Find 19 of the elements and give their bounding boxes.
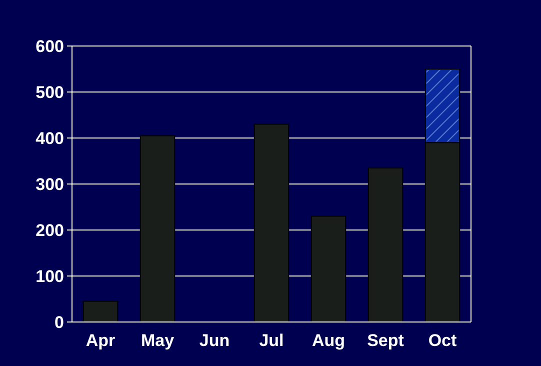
y-tick-label: 300 — [36, 174, 64, 194]
x-tick-label: May — [140, 331, 175, 350]
x-tick-label: Jun — [199, 331, 230, 350]
x-tick-label: Aug — [312, 331, 346, 350]
bar — [140, 135, 176, 322]
y-tick-label: 200 — [36, 220, 64, 240]
bar — [310, 216, 346, 322]
y-tick-label: 400 — [36, 128, 64, 148]
y-tick-label: 600 — [36, 36, 64, 56]
bar — [254, 124, 290, 322]
x-tick-label: Jul — [259, 331, 284, 350]
y-tick-label: 0 — [54, 312, 64, 332]
x-tick-label: Oct — [428, 331, 458, 350]
x-tick-label: Sept — [367, 331, 404, 350]
bar — [368, 167, 404, 322]
bar — [82, 300, 118, 322]
y-tick-label: 500 — [36, 82, 64, 102]
x-tick-label: Apr — [86, 331, 116, 350]
y-tick-label: 100 — [36, 266, 64, 286]
